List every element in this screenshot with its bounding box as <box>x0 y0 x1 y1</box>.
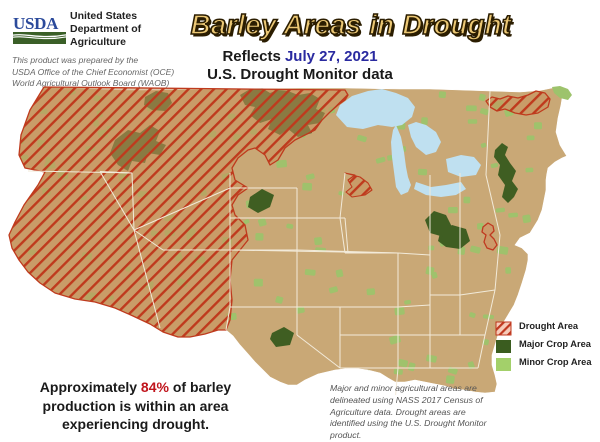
svg-text:USDA: USDA <box>13 14 59 33</box>
